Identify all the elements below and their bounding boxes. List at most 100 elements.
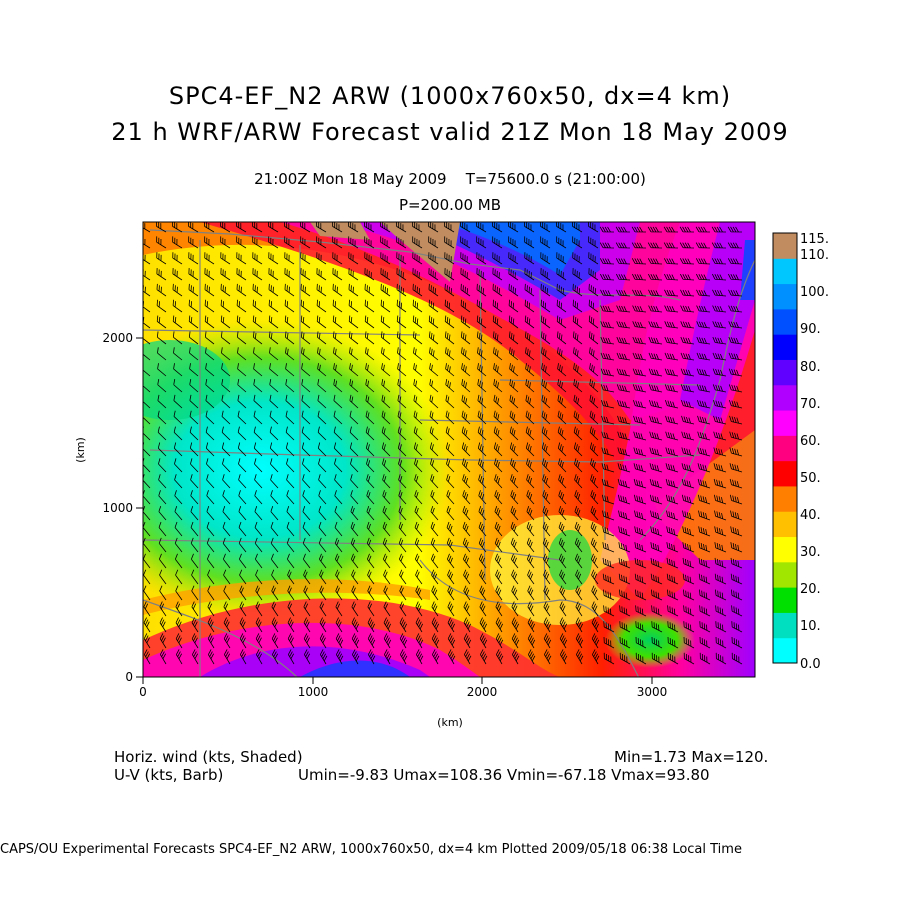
wind-barb — [445, 426, 455, 441]
wind-barb — [428, 283, 439, 297]
wind-barb — [348, 222, 359, 233]
wind-barb — [681, 400, 695, 409]
wind-barb — [617, 478, 631, 489]
wind-barb — [493, 394, 503, 409]
wind-barb — [287, 633, 295, 649]
wind-barb — [616, 273, 631, 281]
wind-barb — [416, 649, 424, 665]
wind-barb — [543, 569, 551, 585]
wind-barb — [650, 557, 663, 569]
wind-barb — [493, 410, 503, 425]
wind-barb — [350, 490, 359, 505]
wind-barb — [525, 426, 535, 441]
wind-barb — [222, 521, 231, 537]
wind-barb — [366, 521, 375, 537]
wind-barb — [271, 633, 279, 649]
wind-barb — [589, 442, 599, 457]
wind-barb — [382, 521, 391, 537]
colorbar-swatch — [773, 283, 797, 310]
wind-barb — [300, 252, 311, 265]
min-max: Min=1.73 Max=120. — [614, 748, 769, 766]
wind-barb — [444, 236, 455, 249]
wind-barb — [559, 633, 568, 649]
wind-barb — [591, 633, 600, 649]
wind-barb — [396, 299, 407, 313]
wind-barb — [616, 384, 631, 393]
wind-barb — [698, 510, 711, 521]
wind-barb — [588, 268, 599, 281]
wind-barb — [664, 336, 679, 345]
wind-barb — [255, 633, 263, 649]
wind-barb — [543, 601, 551, 617]
wind-barb — [237, 347, 247, 361]
wind-barb — [632, 384, 647, 393]
wind-barb — [697, 478, 711, 489]
wind-barb — [284, 331, 295, 345]
wind-barb — [318, 474, 327, 489]
wind-barb — [176, 649, 183, 665]
wind-barb — [447, 633, 456, 649]
wind-barb — [556, 283, 567, 297]
wind-barb — [619, 652, 631, 665]
wind-barb — [143, 633, 151, 649]
wind-barb — [667, 621, 679, 633]
wind-barb — [509, 442, 519, 457]
wind-barb — [175, 585, 183, 601]
wind-barb — [431, 601, 439, 617]
wind-barb — [430, 537, 439, 553]
wind-barb — [284, 283, 295, 297]
wind-barb — [303, 633, 311, 649]
wind-barb — [302, 474, 311, 489]
wind-barb — [399, 601, 407, 617]
wind-barb — [173, 410, 183, 425]
pressure-level: P=200.00 MB — [398, 196, 502, 214]
wind-barb — [558, 553, 567, 569]
wind-barb — [429, 363, 439, 377]
wind-barb — [333, 347, 343, 361]
wind-barb — [412, 222, 423, 233]
wind-barb — [540, 331, 551, 345]
wind-barb — [348, 268, 359, 281]
wind-barb — [615, 242, 631, 249]
wind-barb — [381, 410, 391, 425]
wind-barb — [729, 494, 743, 505]
wind-barb — [348, 252, 359, 265]
wind-barb — [429, 394, 439, 409]
wind-barb — [601, 400, 615, 409]
wind-barb — [600, 368, 615, 377]
wind-barb — [396, 268, 407, 281]
wind-barb — [429, 410, 439, 425]
wind-barb — [509, 347, 519, 361]
wind-barb — [447, 585, 455, 601]
wind-barb — [269, 426, 279, 441]
wind-barb — [365, 347, 375, 361]
wind-barb — [715, 652, 727, 665]
wind-barb — [601, 478, 615, 489]
wind-barb — [367, 633, 376, 649]
wind-barb — [665, 478, 679, 489]
wind-barb — [730, 526, 743, 537]
wind-barb — [462, 474, 471, 489]
wind-barb — [573, 378, 583, 393]
wind-barb — [524, 283, 535, 297]
wind-barb — [239, 617, 247, 633]
wind-barb — [143, 283, 151, 297]
wind-barb — [681, 415, 695, 425]
wind-barb — [174, 537, 183, 553]
wind-barb — [730, 510, 743, 521]
wind-barb — [205, 363, 215, 377]
wind-barb — [647, 242, 663, 249]
wind-barb — [316, 252, 327, 265]
wind-barb — [508, 236, 519, 249]
colorbar-swatch — [773, 561, 797, 588]
wind-barb — [268, 252, 279, 265]
wind-barb — [349, 410, 359, 425]
wind-barb — [575, 601, 583, 617]
wind-barb — [649, 431, 663, 441]
wind-barb — [252, 331, 263, 345]
wind-barb — [364, 299, 375, 313]
wind-barb — [492, 315, 503, 329]
wind-barb — [697, 431, 711, 441]
wind-barb — [269, 442, 279, 457]
wind-barb — [158, 521, 167, 537]
